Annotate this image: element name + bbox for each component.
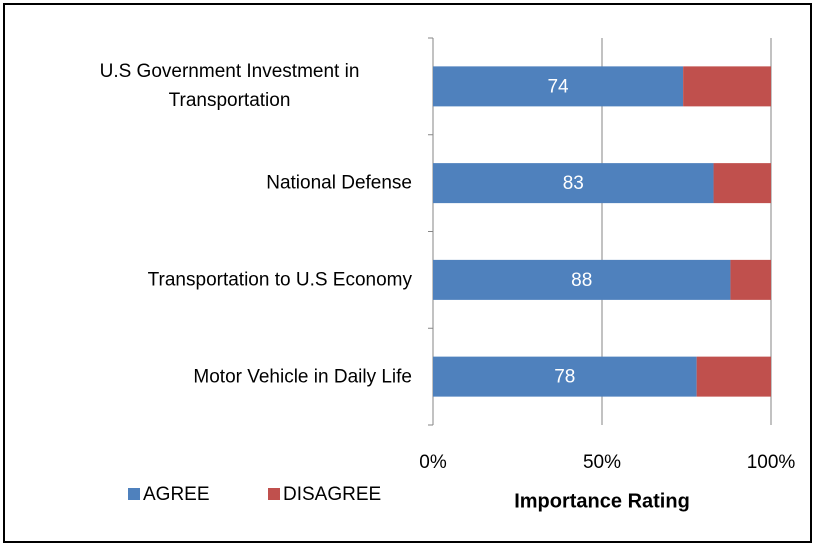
data-label: 78 — [554, 367, 575, 388]
data-label: 88 — [571, 270, 592, 291]
bar-segment — [433, 259, 731, 300]
bar-segment — [713, 163, 771, 204]
legend-swatch — [268, 488, 280, 500]
bar-segment — [433, 163, 714, 204]
x-axis-title: Importance Rating — [514, 490, 690, 512]
x-tick-label: 50% — [583, 452, 621, 473]
legend-label: AGREE — [143, 484, 210, 505]
y-tick-label: National Defense — [266, 172, 412, 194]
y-tick-label: Motor Vehicle in Daily Life — [193, 366, 412, 388]
x-tick-label: 0% — [419, 452, 447, 473]
legend-swatch — [128, 488, 140, 500]
data-label: 83 — [563, 173, 584, 194]
legend-label: DISAGREE — [283, 484, 381, 505]
bar-segment — [683, 66, 771, 107]
bar-segment — [433, 356, 697, 397]
bar-segment — [696, 356, 771, 397]
bar-segment — [433, 66, 684, 107]
bar-segment — [730, 259, 771, 300]
y-tick-label: U.S Government Investment in Transportat… — [99, 61, 360, 112]
y-tick-label: Transportation to U.S Economy — [147, 269, 412, 291]
x-tick-label: 100% — [747, 452, 796, 473]
data-label: 74 — [547, 76, 569, 97]
